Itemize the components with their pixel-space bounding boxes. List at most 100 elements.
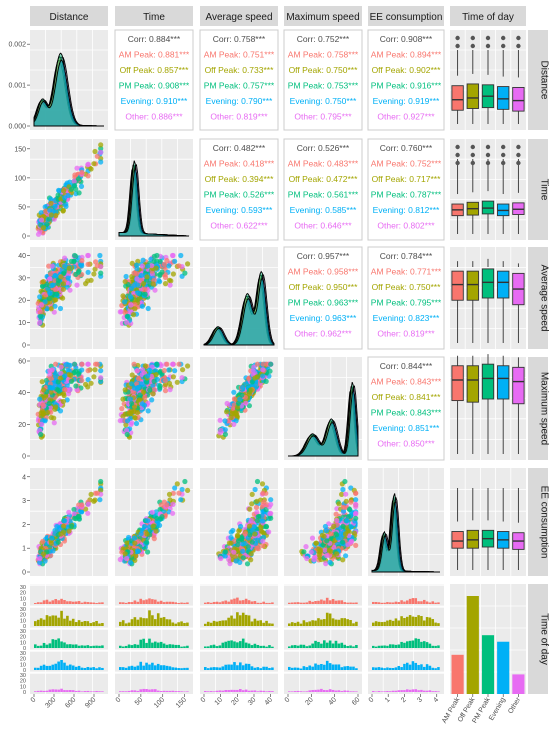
correlation-label: AM Peak [288,159,323,169]
scatter-point [75,176,82,182]
scatter-point [60,286,66,292]
scatter-point [122,551,128,557]
scatter-point [172,258,178,264]
correlation-value: 0.841*** [409,392,441,402]
scatter-point [164,258,170,264]
histogram-bar [36,619,40,626]
histogram-bar [236,597,239,604]
scatter-point [128,381,135,387]
histogram-bar [250,621,254,626]
panel-bg-5-0 [30,584,108,694]
histogram-bar [121,691,125,692]
histogram-bar [45,690,49,692]
histogram-bar [54,663,58,670]
scatter-point [353,501,359,507]
scatter-point [53,212,59,219]
histogram-bar [39,690,43,692]
panel-grid [450,139,526,240]
scatter-point [40,402,46,408]
scatter-point [74,165,80,171]
histogram-bar [268,645,271,648]
scatter-point [334,517,340,524]
scatter-point [134,368,140,374]
correlation-value: 0.758*** [327,50,359,60]
correlation-text: Other: 0.962*** [294,329,352,339]
correlation-value: 0.757*** [243,81,275,91]
histogram-bar [174,623,178,626]
histogram-bar [142,600,145,604]
panel-bg-0-2 [199,29,279,131]
histogram-bar [86,690,90,692]
scatter-point [301,549,307,555]
histogram-bar [159,600,163,604]
histogram-bar [204,667,207,670]
scatter-point [176,361,182,367]
scatter-point [170,501,176,507]
histogram-bar [124,691,128,692]
correlation-label: Off Peak [289,282,323,292]
scatter-point [88,380,94,386]
histogram-bar [156,601,160,604]
histogram-bar [224,664,228,670]
correlation-label: Evening [206,96,237,106]
scatter-point [145,549,151,555]
histogram-bar [215,601,219,604]
scatter-point [228,414,234,421]
correlation-value: 0.910*** [156,96,188,106]
correlation-label: Other [377,329,398,339]
histogram-bar [256,602,260,604]
scatter-point [41,395,47,401]
histogram-bar [36,645,40,648]
histogram-bar [244,598,248,604]
histogram-bar [256,667,260,670]
histogram-bar [247,600,251,604]
correlation-text: Evening: 0.593*** [206,205,273,215]
scatter-point [260,367,266,373]
correlation-value: 0.472*** [326,174,358,184]
correlation-value: 0.908*** [158,81,190,91]
histogram-bar [124,645,128,648]
scatter-point [268,497,274,503]
scatter-panel-Time-vs-Distance [35,142,104,237]
scatter-point [340,523,346,530]
scatter-point [348,499,354,505]
correlation-label: Other [294,112,315,122]
scatter-point [38,313,44,319]
histogram-bar [151,662,154,670]
correlation-value: 0.884*** [149,34,181,44]
correlation-value: 0.784*** [401,251,433,261]
scatter-point [151,258,157,264]
correlation-value: 0.902*** [409,65,441,75]
scatter-point [134,276,140,282]
scatter-point [324,552,330,559]
scatter-point [142,394,148,400]
scatter-point [244,561,251,567]
histogram-bar [256,644,260,648]
scatter-point [62,263,68,269]
correlation-value: 0.802*** [403,221,435,231]
histogram-bar [239,600,242,604]
scatter-point [343,491,349,497]
scatter-point [63,203,69,209]
scatter-point [97,252,103,259]
correlation-value: 0.526*** [243,190,275,200]
correlation-label: Corr [380,361,397,371]
histogram-bar [165,601,169,604]
scatter-point [141,280,147,287]
box-outlier [501,144,506,150]
histogram-bar [148,664,151,670]
column-strip-label: Maximum speed [286,12,359,23]
scatter-point [60,295,66,301]
histogram-bar [89,646,93,648]
scatter-point [338,531,344,537]
histogram-bar [74,644,78,648]
box-Off Peak [466,83,479,109]
scatter-point [47,271,54,277]
scatter-point [178,252,184,259]
scatter-point [68,523,74,530]
box-outlier [455,160,460,166]
scatter-point [62,195,68,201]
correlation-value: 0.760*** [401,143,433,153]
scatter-point [40,409,46,415]
histogram-bar [265,620,268,626]
